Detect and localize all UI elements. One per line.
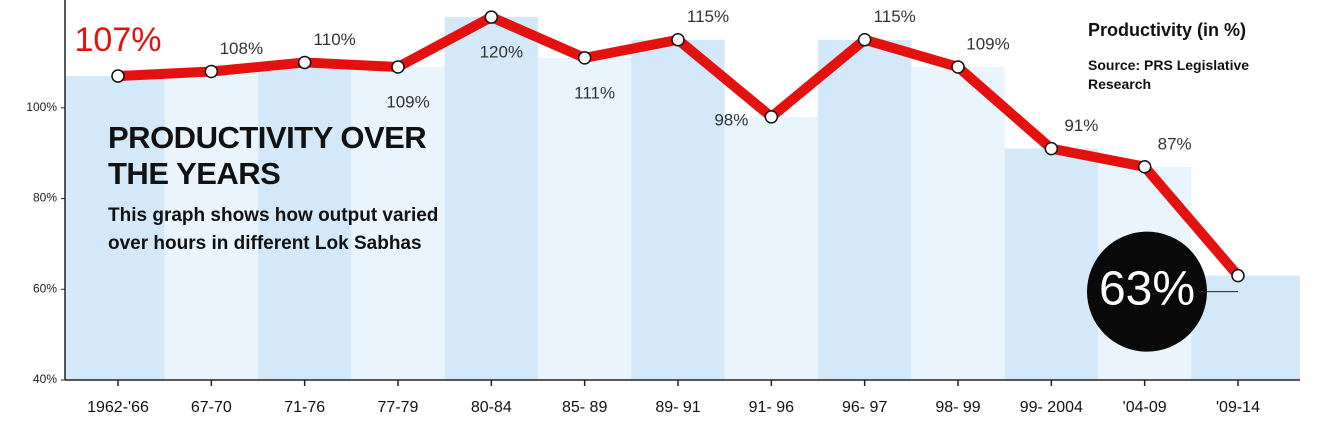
legend-title: Productivity (in %)	[1088, 20, 1247, 40]
band	[444, 17, 538, 380]
value-label: 111%	[574, 83, 615, 102]
x-tick-label: 98- 99	[935, 399, 980, 416]
value-label: 98%	[714, 110, 748, 129]
x-tick-label: 1962-'66	[87, 399, 149, 416]
x-tick-label: 99- 2004	[1020, 399, 1083, 416]
point	[1137, 160, 1152, 174]
band	[65, 76, 165, 381]
x-tick-label: 71-76	[284, 399, 325, 416]
point	[484, 10, 499, 24]
point	[857, 33, 872, 47]
x-tick-label: 80-84	[471, 399, 512, 416]
band	[724, 116, 818, 380]
band	[1191, 275, 1300, 380]
value-label: 115%	[874, 7, 916, 26]
point	[577, 51, 592, 65]
y-tick-label: 80%	[33, 191, 57, 205]
value-label: 91%	[1064, 116, 1098, 135]
y-tick-label: 40%	[33, 372, 57, 386]
point	[297, 55, 312, 70]
x-tick-label: 91- 96	[749, 399, 794, 416]
band	[818, 39, 912, 380]
point	[671, 33, 685, 47]
point	[764, 110, 779, 124]
y-tick-label: 100%	[26, 100, 57, 114]
x-tick-label: 89- 91	[655, 399, 700, 416]
value-label: 108%	[220, 39, 263, 58]
highlight-circle	[1087, 231, 1207, 352]
source: Source: PRS Legislative Research	[1088, 57, 1250, 92]
x-tick-label: 85- 89	[562, 399, 607, 416]
band	[351, 66, 445, 380]
value-label: 107%	[75, 21, 162, 59]
value-label: 120%	[480, 43, 523, 62]
value-label: 109%	[966, 34, 1009, 53]
x-tick-label: '09-14	[1216, 399, 1260, 416]
value-label: 87%	[1158, 134, 1192, 153]
band	[164, 71, 258, 380]
point	[1231, 268, 1245, 283]
y-tick-label: 60%	[33, 281, 57, 295]
chart-subtitle: This graph shows how output varied over …	[108, 205, 439, 254]
value-label: 110%	[314, 30, 356, 49]
value-label: 109%	[386, 92, 429, 111]
band	[911, 66, 1005, 380]
point	[951, 60, 965, 74]
point	[111, 69, 125, 83]
chart-title: PRODUCTIVITY OVER THE YEARS	[108, 120, 427, 191]
x-tick-label: '04-09	[1123, 399, 1167, 416]
point	[391, 60, 405, 74]
value-label: 115%	[687, 7, 729, 26]
x-tick-label: 77-79	[378, 399, 419, 416]
x-tick-label: 67-70	[191, 399, 232, 416]
band	[1004, 148, 1098, 380]
band	[631, 39, 725, 380]
value-label: 63%	[1099, 262, 1195, 315]
x-tick-label: 96- 97	[842, 399, 887, 416]
band	[538, 57, 632, 381]
point	[1044, 141, 1059, 156]
band	[258, 62, 352, 380]
point	[204, 64, 219, 79]
